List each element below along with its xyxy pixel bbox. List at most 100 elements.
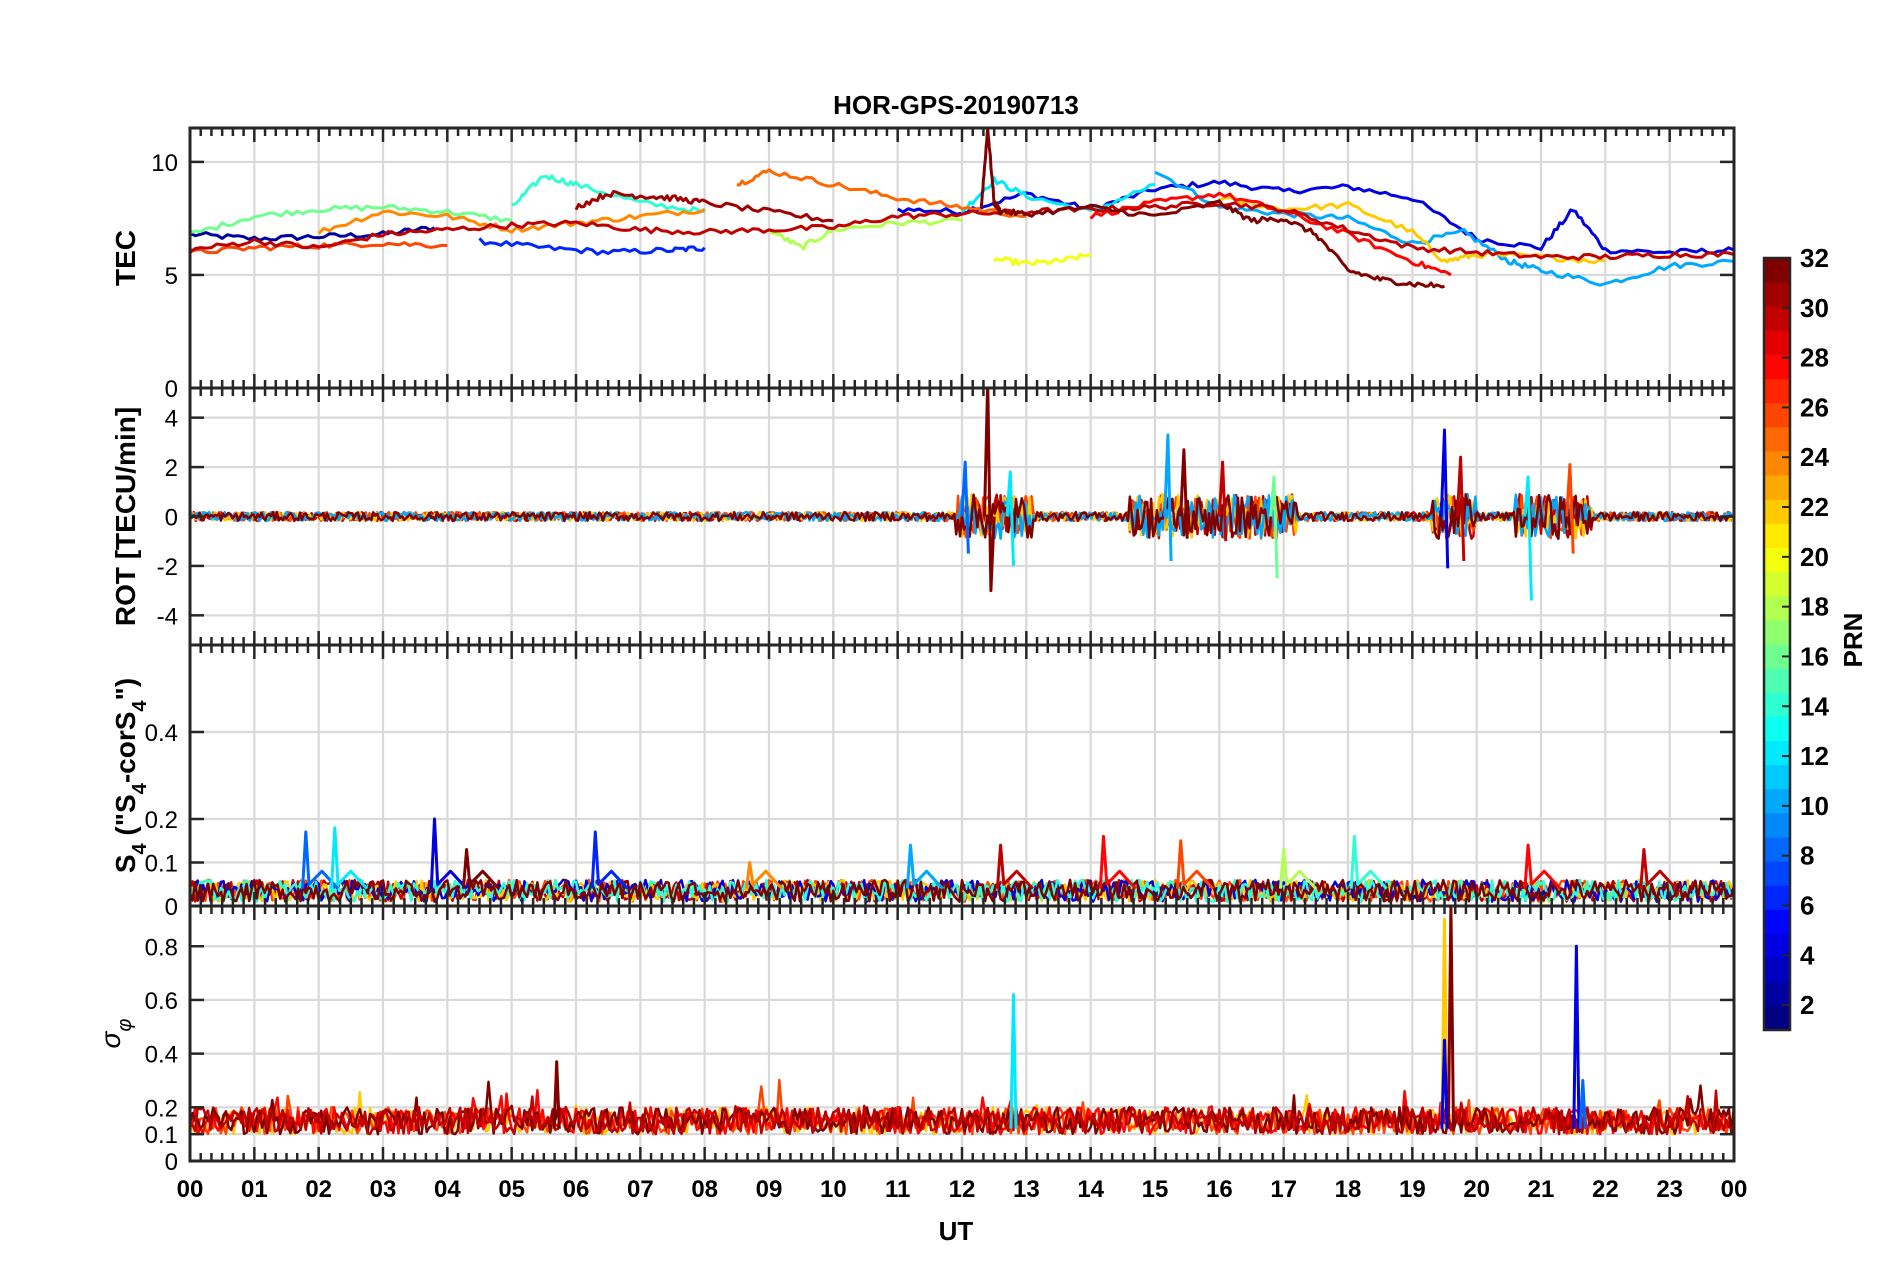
sigma-series-prn-32 xyxy=(190,1080,1734,1136)
y-tick-label: 0 xyxy=(165,894,178,921)
colorbar-tick-label: 30 xyxy=(1800,293,1829,323)
rot-spike-prn-16 xyxy=(1269,475,1279,579)
sigma-spike-prn-32 xyxy=(1446,906,1455,1129)
rot-spike-prn-26 xyxy=(1565,463,1575,554)
tec-series-prn-20 xyxy=(993,252,1092,267)
y-tick-label: 0 xyxy=(165,376,178,403)
colorbar-step xyxy=(1764,451,1790,476)
colorbar-step xyxy=(1764,812,1790,838)
colorbar-step xyxy=(1764,861,1790,886)
x-tick-label: 03 xyxy=(370,1176,397,1203)
y-tick-label: 0.2 xyxy=(145,1095,178,1122)
colorbar-tick-label: 4 xyxy=(1800,940,1815,970)
colorbar-step xyxy=(1764,692,1790,717)
y-tick-label: -2 xyxy=(157,554,178,581)
x-tick-label: 14 xyxy=(1077,1176,1104,1203)
tec-series-prn-14 xyxy=(511,174,705,214)
x-tick-label: 12 xyxy=(949,1176,976,1203)
s4-spike-prn-6 xyxy=(590,830,629,890)
s4-spike-prn-28 xyxy=(1523,843,1562,890)
x-tick-label: 18 xyxy=(1335,1176,1362,1203)
colorbar-tick-label: 18 xyxy=(1800,592,1829,622)
colorbar-step xyxy=(1764,619,1790,645)
x-tick-label: 00 xyxy=(177,1176,204,1203)
grid xyxy=(190,645,1734,908)
s4-spike-prn-26 xyxy=(1176,839,1215,890)
colorbar-step xyxy=(1764,740,1790,766)
rot-spike-prn-30 xyxy=(1217,460,1228,542)
sigma-series-prn-30 xyxy=(190,1089,1734,1136)
colorbar-tick-label: 2 xyxy=(1800,990,1814,1020)
x-axis-label: UT xyxy=(939,1216,974,1246)
y-tick-label: 0 xyxy=(165,505,178,532)
x-tick-label: 08 xyxy=(691,1176,718,1203)
y-axis-label: ROT [TECU/min] xyxy=(110,407,141,626)
rot-spike-prn-30 xyxy=(1455,455,1466,562)
colorbar-label: PRN xyxy=(1838,613,1868,668)
s4-spike-prn-4 xyxy=(429,817,468,890)
colorbar-step xyxy=(1764,788,1790,814)
colorbar-tick-label: 10 xyxy=(1800,791,1829,821)
s4-spike-prn-14 xyxy=(1349,834,1388,890)
sigma-spike-prn-4 xyxy=(1572,944,1581,1129)
x-tick-label: 10 xyxy=(820,1176,847,1203)
colorbar-step xyxy=(1764,595,1790,621)
x-tick-label: 07 xyxy=(627,1176,654,1203)
panel-3: 0 0.1 0.2 0.4S4 ("S4-corS4") xyxy=(110,643,1736,921)
colorbar-step xyxy=(1764,668,1790,693)
sigma-spike-prn-12 xyxy=(1009,993,1018,1129)
colorbar-step xyxy=(1764,378,1790,404)
data-lines xyxy=(190,906,1734,1136)
colorbar-tick-label: 28 xyxy=(1800,343,1829,373)
y-tick-label: 10 xyxy=(151,150,178,177)
y-tick-label: 0.1 xyxy=(145,1122,178,1149)
x-tick-label: 09 xyxy=(756,1176,783,1203)
colorbar-tick-label: 32 xyxy=(1800,243,1829,273)
x-tick-label: 15 xyxy=(1142,1176,1169,1203)
sigma-spike-prn-32 xyxy=(552,1060,561,1129)
colorbar-step xyxy=(1764,523,1790,548)
sigma-spike-prn-8 xyxy=(1578,1079,1587,1129)
x-tick-label: 01 xyxy=(241,1176,268,1203)
colorbar-tick-label: 20 xyxy=(1800,542,1829,572)
tec-series-prn-16 xyxy=(190,204,513,235)
colorbar-step xyxy=(1764,306,1790,331)
colorbar-step xyxy=(1764,716,1790,741)
rot-spike-prn-12 xyxy=(1005,470,1015,566)
y-tick-label: 2 xyxy=(165,455,178,482)
s4-spike-prn-28 xyxy=(1098,834,1137,890)
colorbar-step xyxy=(1764,981,1790,1007)
colorbar-step xyxy=(1764,957,1790,983)
x-tick-label: 22 xyxy=(1592,1176,1619,1203)
colorbar-tick-label: 14 xyxy=(1800,691,1829,721)
colorbar-step xyxy=(1764,764,1790,790)
tec-series-prn-6 xyxy=(478,237,706,256)
colorbar-step xyxy=(1764,258,1790,283)
x-tick-label: 05 xyxy=(498,1176,525,1203)
tec-series-prn-24 xyxy=(317,208,706,235)
rot-spike-prn-10 xyxy=(1163,433,1173,562)
y-tick-label: 0 xyxy=(165,1149,178,1176)
y-tick-label: 0.2 xyxy=(145,807,178,834)
x-tick-label: 02 xyxy=(305,1176,332,1203)
s4-spike-prn-30 xyxy=(1639,848,1678,890)
y-axis-label: S4 ("S4-corS4") xyxy=(110,678,151,873)
x-tick-label: 04 xyxy=(434,1176,461,1203)
rot-spike-prn-8 xyxy=(960,460,970,554)
s4-spike-prn-8 xyxy=(301,830,340,890)
x-tick-label: 23 xyxy=(1656,1176,1683,1203)
s4-spike-prn-32 xyxy=(461,848,500,890)
colorbar-step xyxy=(1764,837,1790,862)
y-tick-label: 5 xyxy=(165,263,178,290)
y-axis-label: TEC xyxy=(110,230,141,286)
s4-spike-prn-10 xyxy=(905,843,944,890)
rot-series-prn-32 xyxy=(190,493,1733,540)
s4-spike-prn-24 xyxy=(745,861,784,890)
colorbar-step xyxy=(1764,1005,1790,1031)
colorbar-tick-label: 26 xyxy=(1800,392,1829,422)
colorbar-step xyxy=(1764,282,1790,307)
y-tick-label: -4 xyxy=(157,603,178,630)
